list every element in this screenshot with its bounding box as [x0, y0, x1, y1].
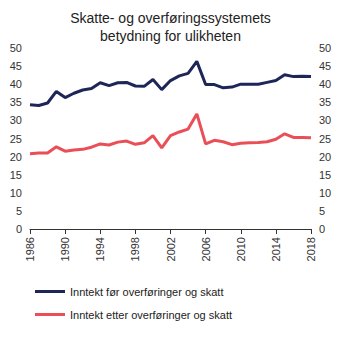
svg-text:50: 50	[10, 42, 22, 54]
svg-text:40: 40	[10, 78, 22, 90]
svg-text:10: 10	[10, 187, 22, 199]
svg-text:0: 0	[16, 223, 22, 235]
svg-text:15: 15	[319, 169, 331, 181]
svg-text:Inntekt etter overføringer og: Inntekt etter overføringer og skatt	[70, 309, 232, 321]
svg-text:50: 50	[319, 42, 331, 54]
svg-text:2002: 2002	[165, 237, 177, 261]
svg-text:5: 5	[319, 205, 325, 217]
svg-text:1986: 1986	[24, 237, 36, 261]
svg-text:1990: 1990	[59, 237, 71, 261]
svg-text:2006: 2006	[200, 237, 212, 261]
svg-text:25: 25	[10, 133, 22, 145]
svg-text:15: 15	[10, 169, 22, 181]
svg-text:2010: 2010	[235, 237, 247, 261]
svg-text:35: 35	[10, 96, 22, 108]
svg-text:30: 30	[319, 114, 331, 126]
svg-text:0: 0	[319, 223, 325, 235]
svg-text:40: 40	[319, 78, 331, 90]
svg-text:35: 35	[319, 96, 331, 108]
svg-text:2018: 2018	[305, 237, 317, 261]
svg-text:1994: 1994	[94, 237, 106, 261]
svg-text:betydning for ulikheten: betydning for ulikheten	[100, 28, 241, 44]
svg-text:30: 30	[10, 114, 22, 126]
svg-text:Inntekt før overføringer og sk: Inntekt før overføringer og skatt	[70, 286, 223, 298]
svg-text:20: 20	[319, 151, 331, 163]
svg-text:Skatte- og overføringssystemet: Skatte- og overføringssystemets	[70, 10, 271, 26]
svg-text:1998: 1998	[129, 237, 141, 261]
svg-text:20: 20	[10, 151, 22, 163]
svg-text:10: 10	[319, 187, 331, 199]
svg-text:45: 45	[319, 60, 331, 72]
svg-text:5: 5	[16, 205, 22, 217]
svg-text:25: 25	[319, 133, 331, 145]
svg-text:2014: 2014	[270, 237, 282, 261]
svg-text:45: 45	[10, 60, 22, 72]
